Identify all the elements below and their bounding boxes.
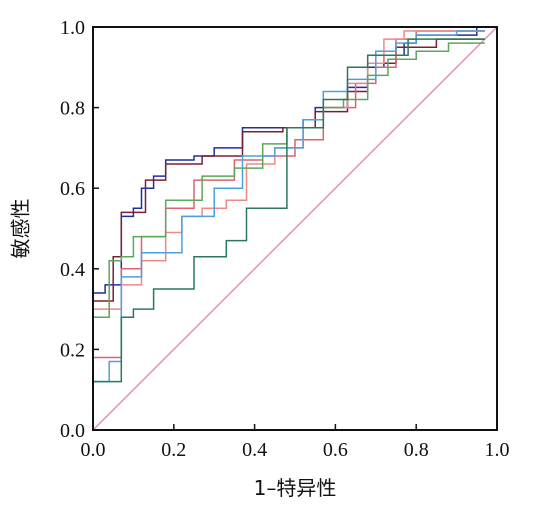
- y-tick-label: 0.6: [60, 178, 85, 200]
- x-tick-label: 0.8: [404, 439, 429, 461]
- y-tick-label: 1.0: [60, 17, 85, 39]
- plot-frame: [92, 26, 498, 431]
- y-axis-label: 敏感性: [9, 199, 33, 259]
- y-tick-label: 0.2: [60, 339, 85, 361]
- x-tick-label: 0.6: [323, 439, 348, 461]
- roc-curve-6: [92, 42, 485, 430]
- x-tick-label: 1.0: [485, 439, 510, 461]
- y-tick-label: 0.0: [60, 420, 85, 442]
- roc-curve-2: [92, 38, 485, 430]
- roc-curve-7: [92, 38, 485, 430]
- x-tick-label: 0.2: [161, 439, 186, 461]
- reference-diagonal-line: [92, 26, 498, 431]
- roc-curve-4: [92, 30, 485, 430]
- x-tick-label: 0.0: [81, 439, 106, 461]
- x-axis-label: 1–特异性: [254, 476, 337, 500]
- y-axis-ticks: 0.0 0.2 0.4 0.6 0.8 1.0: [60, 17, 99, 442]
- x-axis-ticks: 0.0 0.2 0.4 0.6 0.8 1.0: [81, 424, 510, 461]
- curves-layer: [92, 26, 498, 431]
- x-tick-label: 0.4: [242, 439, 267, 461]
- roc-curve-3: [92, 30, 485, 430]
- y-tick-label: 0.4: [60, 259, 85, 281]
- y-tick-label: 0.8: [60, 98, 85, 120]
- roc-curve-5: [92, 30, 485, 430]
- roc-curve-1: [92, 26, 485, 430]
